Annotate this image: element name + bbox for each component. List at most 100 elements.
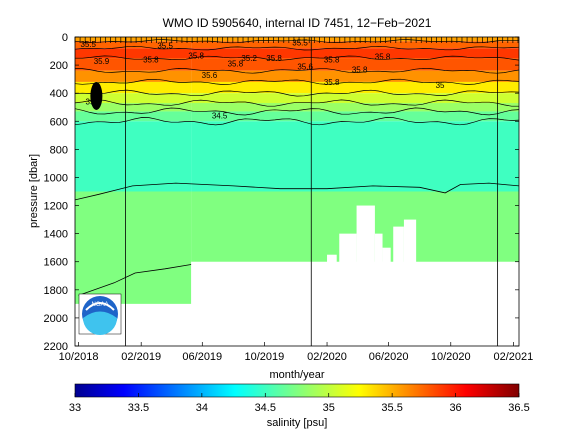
profile-ticks [74,37,519,43]
colorbar-tick-label: 36.5 [508,402,529,414]
contour-label: 35.6 [202,71,218,80]
y-tick-label: 2200 [44,341,68,353]
salinity-band [75,121,192,192]
contour-line [75,99,519,107]
x-axis: 10/2018 02/2019 06/2019 10/2019 02/2020 06/20… [59,342,534,363]
colorbar-tick-label: 33 [69,402,81,414]
profile-gap [339,233,357,263]
contour-label: 35.9 [94,57,110,66]
x-tick-label: 02/2020 [307,351,347,363]
x-tick-label: 10/2018 [59,351,99,363]
contour-line [75,45,519,51]
y-tick-label: 1200 [44,201,68,213]
x-tick-label: 06/2019 [182,351,222,363]
contour-line [75,117,519,126]
profile-gap [327,254,337,263]
noaa-logo-text: NOAA [91,302,108,308]
salinity-band [75,111,192,122]
contour-line [75,55,519,61]
salinity-band [75,93,192,104]
contour-label: 35.6 [297,62,313,71]
salinity-band [191,70,519,82]
colorbar-tick-label: 34.5 [255,402,276,414]
salinity-band [191,111,519,122]
contour-line [75,67,519,74]
salinity-band [75,41,192,49]
y-tick-label: 2000 [44,313,68,325]
contour-label: 35 [436,81,445,90]
profile-gap [403,219,417,263]
contour-label: 35.8 [266,54,282,63]
profile-gap [393,226,404,263]
noaa-logo: NOAA [78,293,122,335]
salinity-band [191,93,519,104]
salinity-band [191,103,519,112]
colorbar-ticks: 33 33.5 34 34.5 35 35.5 36 36.5 [69,393,530,414]
contour-label: 35.5 [86,98,102,107]
salinity-band [75,37,192,42]
salinity-band [75,81,192,94]
contour-line-deep [75,182,519,201]
contour-line [75,89,519,97]
y-tick-label: 0 [62,32,68,44]
colorbar [74,383,520,398]
x-tick-label: 10/2019 [245,351,285,363]
colorbar-tick-label: 35.5 [381,402,402,414]
salinity-band [75,58,192,71]
colorbar-tick-label: 35 [323,402,335,414]
y-tick-label: 600 [50,116,68,128]
salinity-band [191,121,519,192]
plot-frame [74,36,520,347]
contour-label: 35.8 [352,65,368,74]
y-tick-label: 800 [50,144,68,156]
y-tick-label: 1800 [44,285,68,297]
contour-line-bottom [78,264,192,296]
contour-labels: 35.5 35.5 35.5 35.9 35.8 35.8 35.8 35.8 35.8 35.8… [80,39,445,121]
x-tick-label: 02/2019 [121,351,161,363]
contour-line [75,107,519,116]
x-tick-label: 06/2020 [369,351,409,363]
salinity-band [191,81,519,94]
colorbar-tick-label: 36 [449,402,461,414]
contour-label: 35.5 [157,41,173,50]
contour-label: 35.8 [324,78,340,87]
contour-label: 35.8 [188,51,204,60]
salinity-band [75,103,192,112]
contour-label: 35.8 [143,55,159,64]
contour-line [75,39,519,44]
colorbar-label: salinity [psu] [267,417,328,429]
x-axis-label: month/year [269,369,324,381]
salinity-band [75,70,192,82]
x-tick-label: 10/2020 [431,351,471,363]
profile-gap [374,233,383,263]
salinity-fill [75,37,519,304]
salinity-band [75,48,192,59]
salinity-band [191,41,519,49]
x-tick-label: 02/2021 [494,351,534,363]
y-axis-label: pressure [dbar] [28,154,40,228]
y-axis: 0 200 400 600 800 1000 1200 1400 1600 1800 2000 220… [44,32,519,353]
contour-lines [75,39,519,296]
contour-label: 35.5 [80,40,96,49]
salinity-band [75,191,192,304]
contour-label: 35.2 [241,54,257,63]
profile-gap [356,205,375,263]
salinity-band [191,48,519,59]
vertical-markers [125,37,499,346]
contour-label: 34.5 [212,112,228,121]
eddy-blob [90,81,103,110]
contour-label: 35.8 [375,53,391,62]
y-tick-label: 200 [50,60,68,72]
y-tick-label: 1000 [44,172,68,184]
salinity-band [191,58,519,71]
contour-label: 35.5 [292,39,308,48]
contour-label: 35.8 [228,60,244,69]
y-tick-label: 1600 [44,257,68,269]
contour-label: 35.8 [324,55,340,64]
contour-line [75,78,519,85]
colorbar-tick-label: 33.5 [128,402,149,414]
profile-gap [382,247,391,263]
y-tick-label: 400 [50,88,68,100]
colorbar-tick-label: 34 [196,402,208,414]
